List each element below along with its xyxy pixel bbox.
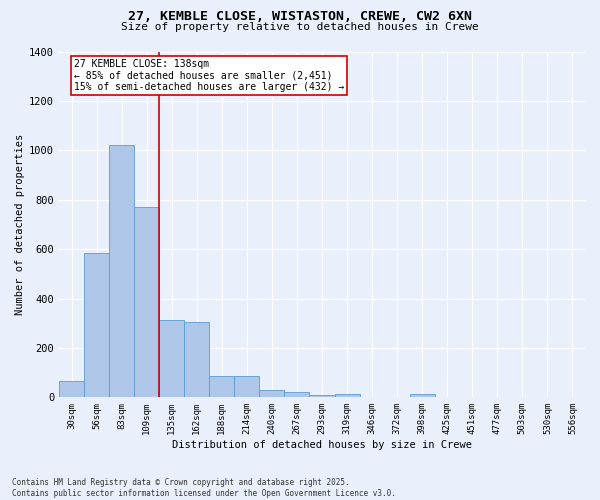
Bar bbox=[410, 394, 435, 398]
Bar bbox=[134, 207, 159, 398]
Text: 27, KEMBLE CLOSE, WISTASTON, CREWE, CW2 6XN: 27, KEMBLE CLOSE, WISTASTON, CREWE, CW2 … bbox=[128, 10, 472, 23]
Bar bbox=[259, 390, 284, 398]
Bar bbox=[84, 253, 109, 398]
Text: 27 KEMBLE CLOSE: 138sqm
← 85% of detached houses are smaller (2,451)
15% of semi: 27 KEMBLE CLOSE: 138sqm ← 85% of detache… bbox=[74, 59, 344, 92]
Bar bbox=[159, 320, 184, 398]
Y-axis label: Number of detached properties: Number of detached properties bbox=[15, 134, 25, 315]
Bar bbox=[310, 395, 335, 398]
Bar bbox=[109, 146, 134, 398]
X-axis label: Distribution of detached houses by size in Crewe: Distribution of detached houses by size … bbox=[172, 440, 472, 450]
Bar bbox=[59, 382, 84, 398]
Text: Contains HM Land Registry data © Crown copyright and database right 2025.
Contai: Contains HM Land Registry data © Crown c… bbox=[12, 478, 396, 498]
Bar bbox=[235, 376, 259, 398]
Bar bbox=[335, 394, 359, 398]
Bar bbox=[284, 392, 310, 398]
Bar bbox=[209, 376, 235, 398]
Text: Size of property relative to detached houses in Crewe: Size of property relative to detached ho… bbox=[121, 22, 479, 32]
Bar bbox=[184, 322, 209, 398]
